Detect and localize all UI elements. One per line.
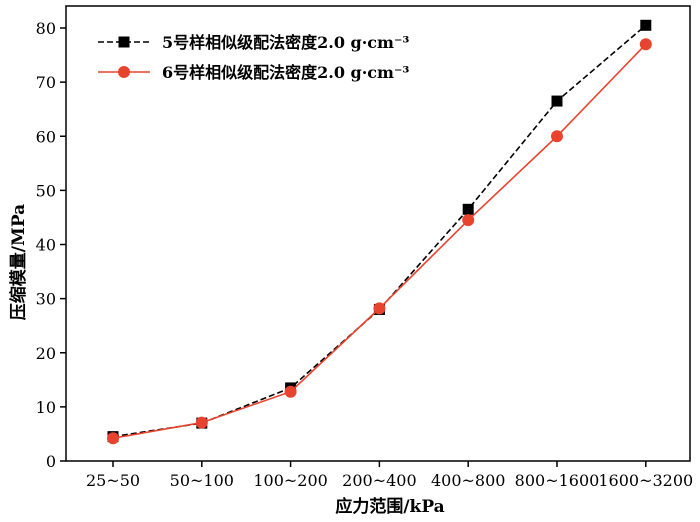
legend-label: 6号样相似级配法密度2.0 g·cm⁻³: [162, 63, 409, 82]
x-tick-label: 25~50: [86, 471, 140, 490]
series-1: [107, 19, 652, 443]
series-2: [107, 38, 652, 445]
data-point: [107, 432, 119, 445]
series-layer: [107, 19, 652, 445]
y-tick-label: 20: [36, 344, 56, 363]
x-axis-title: 应力范围/kPa: [335, 496, 444, 517]
y-axis-title: 压缩模量/MPa: [8, 204, 29, 320]
data-point: [118, 66, 130, 78]
y-tick-label: 50: [36, 181, 56, 200]
data-point: [373, 302, 386, 315]
y-axis-ticks: 0 10 20 30 40 50 60 70 80: [36, 19, 66, 471]
data-point: [284, 385, 297, 398]
legend: 5号样相似级配法密度2.0 g·cm⁻³ 6号样相似级配法密度2.0 g·cm⁻³: [98, 33, 409, 82]
data-point: [551, 95, 563, 107]
x-axis-ticks: 25~50 50~100 100~200 200~400 400~800 800~1600…: [86, 461, 693, 490]
series-line: [112, 24, 647, 438]
data-point: [118, 36, 130, 48]
legend-label: 5号样相似级配法密度2.0 g·cm⁻³: [162, 33, 409, 52]
x-tick-label: 800~1600: [515, 471, 600, 490]
series-line: [112, 43, 647, 440]
data-point: [639, 38, 652, 51]
x-tick-label: 200~400: [342, 471, 416, 490]
plot-frame: [65, 5, 691, 462]
x-tick-label: 100~200: [253, 471, 327, 490]
y-tick-label: 30: [36, 290, 56, 309]
y-tick-label: 60: [36, 127, 56, 146]
legend-item-2: 6号样相似级配法密度2.0 g·cm⁻³: [98, 63, 409, 82]
legend-item-1: 5号样相似级配法密度2.0 g·cm⁻³: [98, 33, 409, 52]
x-tick-label: 400~800: [431, 471, 505, 490]
y-tick-label: 40: [36, 236, 56, 255]
y-tick-label: 10: [36, 398, 56, 417]
y-tick-label: 70: [36, 73, 56, 92]
y-tick-label: 0: [46, 452, 56, 471]
x-tick-label: 1600~3200: [598, 471, 693, 490]
plot-border: [65, 5, 691, 462]
data-point: [195, 416, 208, 429]
data-point: [640, 19, 652, 31]
data-point: [551, 130, 563, 143]
data-point: [462, 203, 474, 215]
x-tick-label: 50~100: [170, 471, 234, 490]
data-point: [462, 214, 475, 227]
y-tick-label: 80: [36, 19, 56, 38]
